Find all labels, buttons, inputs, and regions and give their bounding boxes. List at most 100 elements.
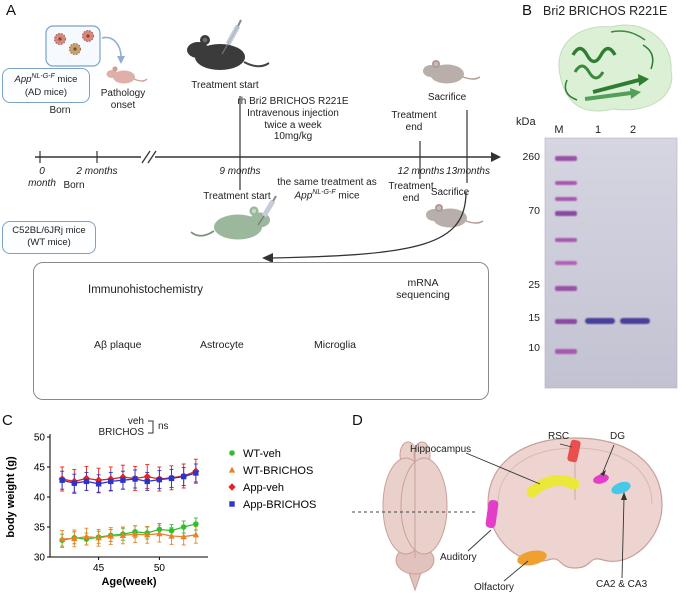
y-tick-label: 30 [34, 553, 46, 564]
marker-square [156, 476, 163, 483]
timeline-2-months: 2 months [76, 166, 118, 177]
marker-square [229, 501, 235, 507]
lane-1-label: 1 [594, 124, 602, 136]
marker-square [59, 477, 65, 483]
y-axis-title: body weight (g) [5, 456, 17, 538]
same-treatment-genotype: AppNL-G-F mice [294, 188, 360, 202]
pathology-onset-label: Pathology onset [100, 88, 146, 111]
black-mouse-icon [187, 35, 270, 70]
marker-triangle [228, 466, 236, 473]
ad-mice-genotype: AppNL-G-F mice [14, 73, 78, 86]
sample-band-1 [585, 318, 615, 324]
marker-square [83, 478, 90, 485]
mrna-title: mRNA sequencing [396, 277, 450, 302]
marker-260: 260 [522, 151, 540, 163]
ihc-title: Immunohistochemistry [88, 284, 204, 296]
panel-b-title: Bri2 BRICHOS R221E [543, 4, 668, 18]
marker-triangle [71, 535, 78, 541]
legend-label: App-BRICHOS [243, 499, 316, 511]
x-axis-title: Age(week) [101, 576, 156, 588]
marker-square [180, 473, 187, 480]
green-mouse-icon [190, 206, 270, 240]
legend-label: WT-BRICHOS [243, 465, 313, 477]
y-tick-label: 35 [34, 523, 46, 534]
wt-mice-subtitle: (WT mice) [27, 237, 71, 249]
region-olfactory [517, 550, 547, 566]
y-tick-label: 50 [34, 433, 46, 444]
panel-d-graphics [352, 437, 663, 592]
marker-triangle [107, 532, 114, 539]
marker-bands [555, 156, 577, 354]
marker-15: 15 [528, 312, 540, 324]
treatment-end-bottom-label: Treatment end [388, 181, 434, 204]
dorsal-brain [382, 441, 448, 592]
kda-label: kDa [516, 116, 536, 128]
sacrifice-mouse-top-icon [423, 60, 481, 84]
region-hippocampus [526, 474, 580, 498]
rsc-label: RSC [548, 431, 570, 442]
wt-mice-box: C52BL/6JRj mice (WT mice) [2, 221, 96, 254]
dg-label: DG [610, 431, 625, 442]
syringe-top-icon [221, 19, 242, 55]
microglia-label: Microglia [314, 339, 357, 351]
timeline-arrowhead [491, 152, 501, 162]
cells-box-icon [45, 25, 101, 67]
born-top-label: Born [49, 105, 71, 116]
panel-c-label: C [2, 412, 13, 429]
marker-25: 25 [528, 279, 540, 291]
region-dg [593, 474, 609, 484]
lane-2-label: 2 [629, 124, 637, 136]
sacrifice-bottom-label: Sacrifice [430, 187, 470, 198]
marker-square [108, 478, 114, 485]
treatment-end-top-label: Treatment end [391, 110, 437, 133]
same-treatment-label: the same treatment as AppNL-G-F mice [264, 177, 390, 202]
ca2-ca3-label: CA2 & CA3 [596, 579, 648, 590]
sacrifice-mouse-bottom-icon [426, 204, 484, 228]
y-tick-label: 45 [34, 463, 46, 474]
marker-triangle [168, 532, 175, 539]
ad-mice-box: AppNL-G-F mice (AD mice) [2, 68, 90, 103]
region-ca2-ca3 [611, 481, 631, 495]
pink-mouse-icon [106, 66, 148, 84]
timeline-9-months: 9 months [219, 166, 261, 177]
results-arrow-icon [262, 191, 467, 263]
panel-c-chart: 30 35 40 45 50 45 50 body weight (g) Age(week) WT… [5, 420, 316, 588]
olfactory-label: Olfactory [474, 582, 515, 593]
anno-brichos-label: BRICHOS [98, 427, 144, 438]
ad-mice-subtitle: (AD mice) [24, 86, 68, 98]
marker-square [144, 478, 150, 485]
x-tick-label: 50 [154, 563, 166, 574]
marker-square [71, 480, 78, 486]
marker-triangle [192, 531, 200, 538]
panel-b-label: B [522, 2, 533, 19]
sacrifice-top-label: Sacrifice [427, 92, 467, 103]
marker-10: 10 [528, 342, 540, 354]
marker-triangle [58, 535, 66, 542]
panel-a-label: A [6, 2, 17, 19]
panel-b-graphics [544, 24, 678, 389]
marker-circle [193, 521, 199, 527]
panel-d-label: D [352, 412, 363, 429]
legend-label: App-veh [243, 482, 284, 494]
marker-triangle [95, 534, 102, 541]
treatment-start-bottom-label: Treatment start [203, 191, 271, 202]
marker-70: 70 [528, 205, 540, 217]
y-tick-label: 40 [34, 493, 46, 504]
marker-circle [168, 527, 175, 534]
injection-info: rh Bri2 BRICHOS R221E Intravenous inject… [237, 96, 349, 143]
marker-triangle [119, 532, 127, 538]
anno-veh-label: veh [127, 416, 144, 427]
timeline-12-months: 12 months [397, 166, 445, 177]
treatment-start-top-label: Treatment start [191, 80, 259, 91]
legend-label: WT-veh [243, 448, 281, 460]
x-tick-label: 45 [93, 563, 105, 574]
series-line [62, 532, 196, 540]
marker-triangle [131, 530, 139, 537]
syringe-bottom-icon [257, 195, 277, 226]
marker-circle [156, 526, 163, 533]
timeline-13-months: 13months [446, 166, 490, 177]
lane-m-label: M [554, 124, 564, 136]
born-bottom-label: Born [63, 180, 85, 191]
marker-triangle [180, 533, 187, 540]
